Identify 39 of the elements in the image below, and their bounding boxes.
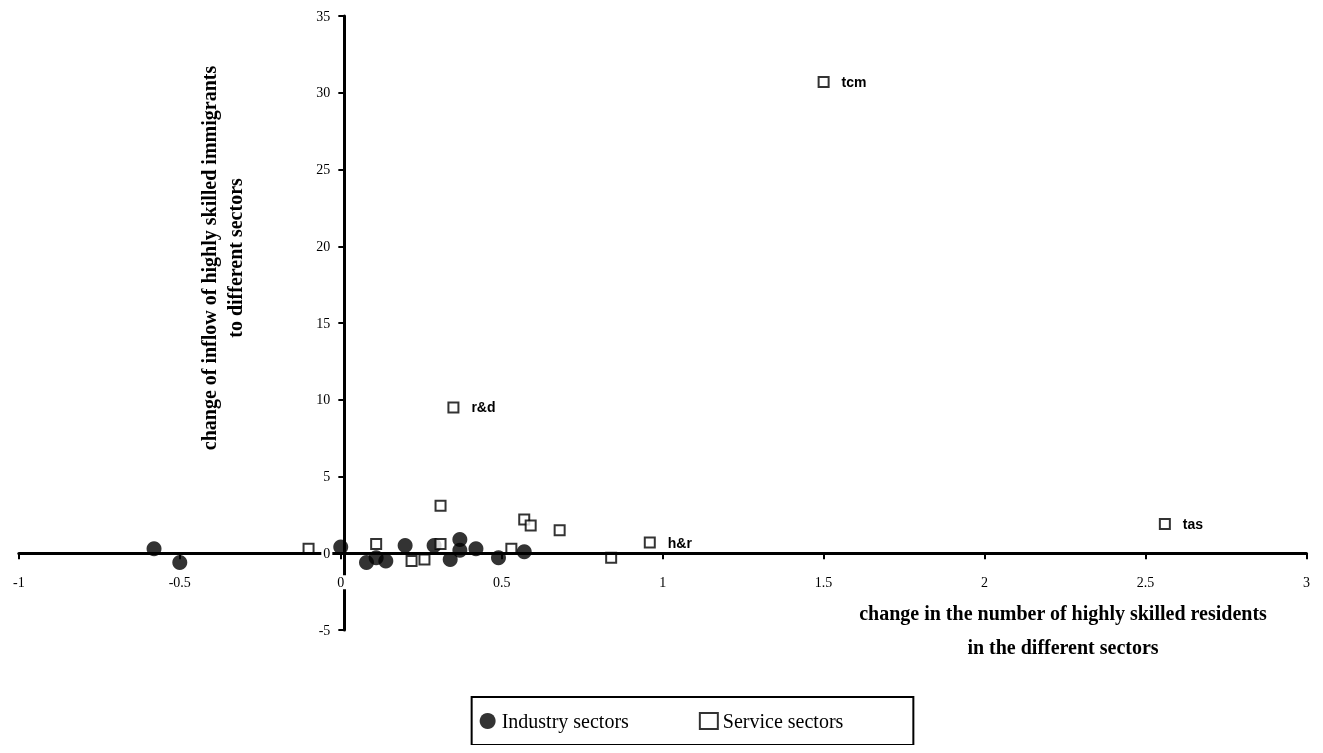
x-tick-label: 3: [1303, 574, 1310, 590]
x-tick-label: 0.5: [492, 574, 511, 590]
point: [447, 401, 460, 414]
annotation: tcm: [841, 74, 867, 90]
y-tick-label: 25: [316, 162, 331, 177]
point: [397, 538, 413, 554]
y-tick-label: 35: [316, 8, 331, 24]
y-tick-label: 10: [316, 392, 331, 408]
annotation: r&d: [471, 399, 496, 416]
y-tick-label: 30: [316, 85, 331, 101]
y-tick-label: 15: [316, 315, 331, 331]
point: [643, 536, 656, 549]
annotation: tas: [1182, 516, 1204, 533]
point: [378, 553, 394, 569]
annotation: h&r: [667, 534, 693, 551]
point: [553, 524, 566, 537]
point: [172, 554, 188, 570]
point: [817, 76, 830, 88]
y-tick-label: 20: [316, 238, 331, 254]
point: [370, 538, 383, 551]
x-tick-label: 2.5: [1136, 574, 1155, 590]
y-axis-title: change of inflow of highly skilled immigrants to different sectors: [198, 65, 246, 451]
point: [434, 538, 447, 551]
x-axis-title: change in the number of highly skilled residents in the different sectors: [859, 602, 1268, 658]
x-tick-label: -0.5: [168, 574, 191, 590]
x-tick-label: -1: [13, 574, 25, 590]
x-tick-label: 2: [981, 574, 989, 590]
legend-label: Industry sectors: [501, 710, 630, 733]
y-tick-label: 5: [323, 469, 331, 484]
point: [405, 554, 418, 567]
x-tick-label: 0: [337, 574, 345, 590]
point: [434, 499, 447, 512]
y-tick-label: -5: [318, 622, 331, 638]
point: [1158, 518, 1171, 531]
x-tick-label: 1.5: [814, 574, 833, 590]
legend-label: Service sectors: [722, 710, 844, 732]
y-tick-label: 0: [323, 545, 331, 561]
point: [524, 519, 537, 532]
x-tick-label: 1: [659, 574, 667, 590]
